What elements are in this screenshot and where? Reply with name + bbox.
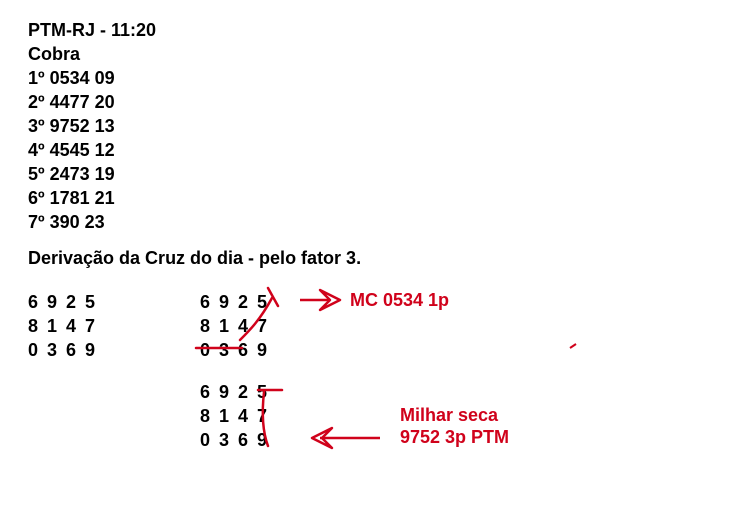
arrow-left-icon <box>312 428 380 448</box>
arrow-right-icon <box>300 290 340 310</box>
result-row: 2º 4477 20 <box>28 90 115 114</box>
results-list: 1º 0534 09 2º 4477 20 3º 9752 13 4º 4545… <box>28 66 115 234</box>
result-row: 6º 1781 21 <box>28 186 115 210</box>
slash-5-icon <box>268 288 278 306</box>
result-row: 3º 9752 13 <box>28 114 115 138</box>
lottery-animal: Cobra <box>28 42 156 66</box>
grid-row: 6 9 2 5 <box>200 290 269 314</box>
tick-mark-icon <box>570 344 576 348</box>
header-block: PTM-RJ - 11:20 Cobra <box>28 18 156 66</box>
annotation-milhar-line1: Milhar seca <box>400 404 509 426</box>
lottery-title: PTM-RJ - 11:20 <box>28 18 156 42</box>
annotation-mc: MC 0534 1p <box>350 290 449 311</box>
page: PTM-RJ - 11:20 Cobra 1º 0534 09 2º 4477 … <box>0 0 755 517</box>
grid-row: 6 9 2 5 <box>28 290 97 314</box>
grid-a: 6 9 2 5 8 1 4 7 0 3 6 9 <box>28 290 97 362</box>
grid-b: 6 9 2 5 8 1 4 7 0 3 6 9 <box>200 290 269 362</box>
derivation-title: Derivação da Cruz do dia - pelo fator 3. <box>28 248 361 269</box>
grid-row: 8 1 4 7 <box>28 314 97 338</box>
grid-row: 6 9 2 5 <box>200 380 269 404</box>
annotation-milhar: Milhar seca 9752 3p PTM <box>400 404 509 448</box>
annotation-milhar-line2: 9752 3p PTM <box>400 426 509 448</box>
grid-row: 0 3 6 9 <box>200 338 269 362</box>
grid-row: 0 3 6 9 <box>28 338 97 362</box>
result-row: 1º 0534 09 <box>28 66 115 90</box>
grid-c: 6 9 2 5 8 1 4 7 0 3 6 9 <box>200 380 269 452</box>
grid-row: 8 1 4 7 <box>200 404 269 428</box>
result-row: 4º 4545 12 <box>28 138 115 162</box>
grid-row: 0 3 6 9 <box>200 428 269 452</box>
result-row: 7º 390 23 <box>28 210 115 234</box>
result-row: 5º 2473 19 <box>28 162 115 186</box>
grid-row: 8 1 4 7 <box>200 314 269 338</box>
